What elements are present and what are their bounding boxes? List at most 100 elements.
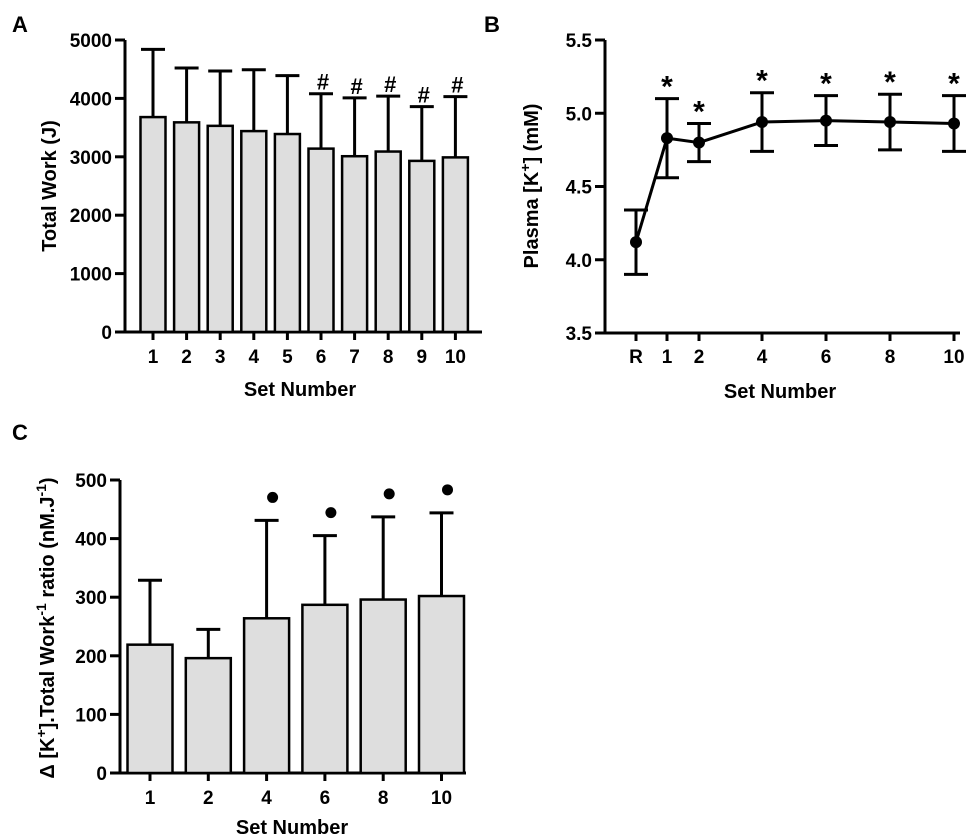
y-axis-title-c-sup1: +	[33, 729, 49, 737]
series-line	[634, 119, 955, 243]
chart-panel-c: 0 100 200 300 400 500 1 2 4 6 8 10 Set Number Δ [K+…	[33, 471, 466, 836]
x-tick-label-c: 10	[431, 788, 452, 809]
x-tick-label-b: 4	[757, 347, 768, 368]
y-axis-title-c-sup2: -1	[33, 603, 49, 616]
x-tick-label-b: R	[629, 347, 643, 368]
bar	[184, 656, 233, 775]
y-tick-label-b: 4.0	[566, 251, 592, 272]
x-tick-label-c: 1	[145, 788, 156, 809]
y-tick-label-a: 5000	[70, 31, 112, 52]
x-tick-label-a: 9	[417, 347, 428, 368]
x-tick-label-b: 2	[694, 347, 705, 368]
x-tick-label-a: 6	[316, 347, 327, 368]
x-tick-label-c: 6	[320, 788, 331, 809]
significance-marker	[325, 507, 337, 519]
x-tick-label-a: 3	[215, 347, 226, 368]
x-tick-label-a: 7	[349, 347, 360, 368]
significance-marker	[442, 484, 453, 496]
x-tick-label-a: 5	[282, 347, 293, 368]
bar	[307, 147, 335, 334]
y-tick-label-a: 0	[101, 323, 112, 344]
y-tick-label-a: 1000	[70, 265, 112, 286]
x-tick-label-c: 4	[261, 788, 272, 809]
x-axis-title-a: Set Number	[244, 379, 356, 401]
y-axis-title-c-part4: )	[37, 477, 59, 484]
x-axis-title-b: Set Number	[724, 381, 836, 403]
x-tick-label-b: 6	[821, 347, 832, 368]
y-axis-title-b-part2: ] (mM)	[521, 104, 543, 164]
bar	[374, 150, 402, 334]
significance-marker	[267, 491, 279, 503]
bar	[240, 129, 268, 334]
x-tick-label-c: 2	[203, 788, 214, 809]
significance-marker	[383, 488, 395, 500]
data-point	[948, 117, 960, 130]
significance-marker: *	[756, 65, 768, 98]
panel-label-b: B	[484, 12, 500, 37]
data-point	[884, 116, 896, 129]
x-tick-label-b: 8	[885, 347, 896, 368]
significance-marker: *	[820, 68, 832, 101]
y-tick-label-a: 3000	[70, 148, 112, 169]
bar	[242, 617, 291, 775]
data-point	[756, 116, 768, 129]
significance-marker: *	[884, 66, 896, 99]
y-axis-title-b-part1: Plasma [K	[521, 171, 543, 268]
bar	[417, 594, 466, 775]
x-axis-title-c: Set Number	[236, 817, 348, 836]
bar	[301, 603, 349, 775]
bar	[273, 132, 302, 334]
bar	[408, 159, 436, 334]
y-tick-label-a: 4000	[70, 89, 112, 110]
y-axis-title-a: Total Work (J)	[39, 120, 61, 251]
x-tick-label-c: 8	[378, 788, 389, 809]
data-point	[820, 114, 832, 127]
y-tick-label-c: 300	[75, 588, 107, 609]
x-tick-label-b: 10	[943, 347, 964, 368]
chart-panel-b: 3.5 4.0 4.5 5.0 5.5 R 1 * 2 * 4 * 6 * 8 * 10 * Set Number…	[517, 31, 966, 403]
y-tick-label-c: 400	[75, 530, 107, 551]
bar	[340, 154, 369, 334]
y-tick-label-c: 100	[75, 705, 107, 726]
y-tick-label-b: 5.5	[566, 31, 593, 52]
significance-marker: *	[948, 68, 960, 101]
y-tick-label-a: 2000	[70, 206, 112, 227]
x-tick-label-a: 1	[148, 347, 159, 368]
y-tick-label-b: 5.0	[566, 104, 592, 125]
y-axis-title-b: Plasma [K+] (mM)	[517, 104, 543, 269]
bar	[206, 124, 234, 334]
x-tick-label-b: 1	[662, 347, 673, 368]
y-tick-label-b: 3.5	[566, 324, 593, 345]
significance-marker: #	[384, 72, 396, 97]
y-tick-label-c: 0	[96, 764, 107, 785]
chart-panel-a: 0 1000 2000 3000 4000 5000 1 2 3 4 5 6 #7 #8 #9 #10 # Se…	[39, 31, 482, 401]
y-tick-label-b: 4.5	[566, 178, 593, 199]
y-axis-title-c: Δ [K+].Total Work-1 ratio (nM.J-1)	[33, 477, 59, 778]
y-axis-title-c-sup3: -1	[33, 484, 49, 497]
panel-label-c: C	[12, 420, 28, 445]
x-tick-label-a: 4	[249, 347, 260, 368]
x-tick-label-a: 2	[181, 347, 192, 368]
significance-marker: #	[350, 74, 362, 99]
data-point	[630, 236, 642, 249]
bar	[441, 156, 470, 334]
bar	[172, 121, 201, 334]
y-axis-title-b-sup: +	[517, 164, 533, 172]
y-axis-title-c-part1: Δ [K	[37, 737, 59, 779]
significance-marker: #	[317, 70, 329, 95]
x-tick-label-a: 10	[445, 347, 466, 368]
bar	[359, 598, 407, 775]
data-point	[661, 132, 673, 145]
y-tick-label-c: 500	[75, 471, 107, 492]
significance-marker: *	[661, 71, 673, 104]
significance-marker: #	[418, 83, 430, 108]
y-tick-label-c: 200	[75, 647, 107, 668]
data-point	[693, 136, 705, 149]
bar	[126, 643, 174, 775]
significance-marker: #	[451, 73, 463, 98]
bar	[139, 115, 167, 334]
significance-marker: *	[693, 96, 705, 129]
panel-label-a: A	[12, 12, 28, 37]
y-axis-title-c-part3: ratio (nM.J	[37, 497, 59, 604]
